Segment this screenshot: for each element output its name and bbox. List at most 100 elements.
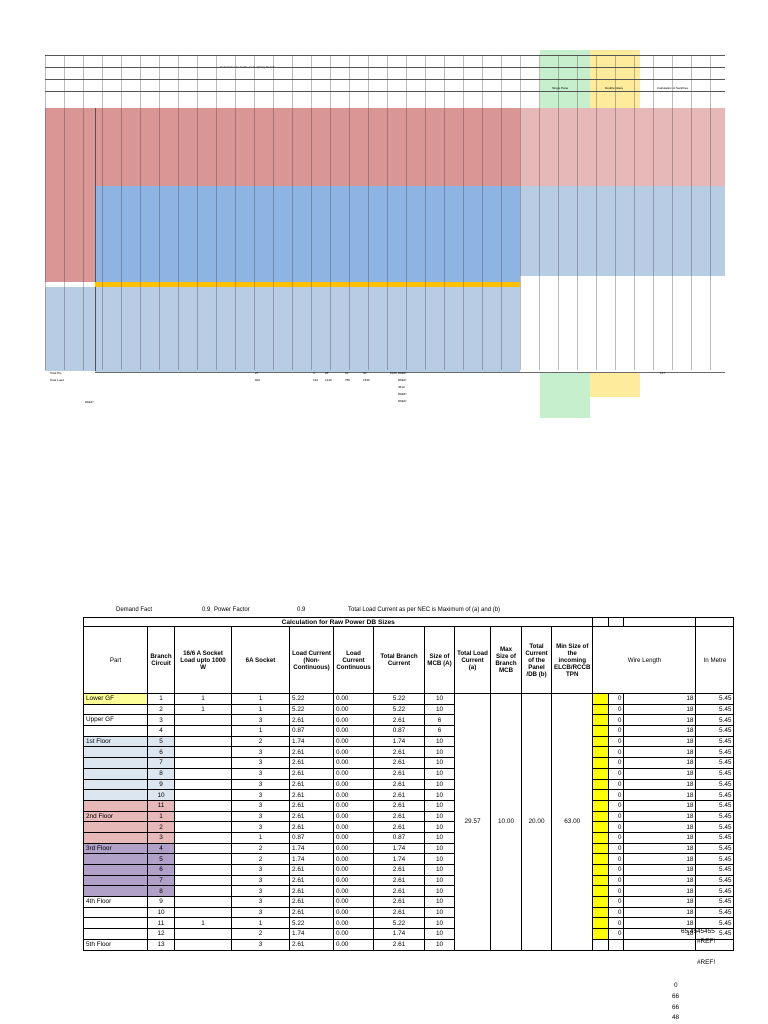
table-row: 7 3 2.61 0.00 2.61 10 0 18 5.45 xyxy=(83,757,735,769)
cell-mcb: 10 xyxy=(424,735,455,748)
cell-tbc: 2.61 xyxy=(373,757,425,769)
cell-wl: 0 xyxy=(608,746,625,759)
cell-part xyxy=(83,757,148,769)
cell-lnc: 5.22 xyxy=(289,693,334,705)
cell-s6: 3 xyxy=(231,874,290,887)
cell-bc: 8 xyxy=(147,767,175,780)
cell-w2: 18 xyxy=(623,714,697,727)
cell-s16 xyxy=(174,853,232,865)
thumb-column-rule xyxy=(463,55,464,370)
wire-marker-cell xyxy=(592,938,610,951)
thumb-footer-value: 192 xyxy=(313,378,319,382)
cell-wl: 0 xyxy=(608,821,625,833)
cell-tbc: 2.61 xyxy=(373,938,425,951)
cell-w2: 18 xyxy=(623,864,697,876)
thumb-footer-label-2: Total Load xyxy=(50,378,64,382)
wire-marker-cell xyxy=(592,917,610,930)
wire-marker-cell xyxy=(592,874,610,887)
thumb-footer-value: 1440 xyxy=(325,378,332,382)
cell-lc: 0.00 xyxy=(333,896,374,908)
thumb-column-rule xyxy=(634,55,635,370)
thumb-footer-value: 4 xyxy=(313,371,315,375)
cell-part xyxy=(83,789,148,801)
cell-lnc: 2.61 xyxy=(289,810,334,823)
table-row: 6 3 2.61 0.00 2.61 10 0 18 5.45 xyxy=(83,746,735,759)
cell-mcb: 10 xyxy=(424,885,455,898)
cell-wl: 0 xyxy=(608,799,625,812)
cell-lc: 0.00 xyxy=(333,821,374,833)
cell-m: 5.45 xyxy=(695,735,735,748)
cell-lc: 0.00 xyxy=(333,735,374,748)
cell-lc: 0.00 xyxy=(333,906,374,919)
wire-marker-cell xyxy=(592,821,610,833)
cell-tbc: 2.61 xyxy=(373,767,425,780)
wire-marker-cell xyxy=(592,714,610,727)
cell-mcb: 10 xyxy=(424,906,455,919)
cell-part: 2nd Floor xyxy=(83,810,148,823)
cell-mcb: 6 xyxy=(424,714,455,727)
thumb-footer-label-1: Total Pts xyxy=(50,371,62,375)
thumb-footer-value: 780 xyxy=(345,378,351,382)
cell-m: 5.45 xyxy=(695,725,735,737)
cell-bc: 7 xyxy=(147,874,175,887)
cell-lnc: 2.61 xyxy=(289,746,334,759)
cell-s6: 3 xyxy=(231,885,290,898)
cell-wl: 0 xyxy=(608,725,625,737)
thumb-column-rule xyxy=(577,55,578,370)
table-row: 4th Floor 9 3 2.61 0.00 2.61 10 0 18 5.45 xyxy=(83,896,735,908)
cell-bc: 3 xyxy=(147,714,175,727)
cell-tbc: 2.61 xyxy=(373,778,425,791)
cell-part xyxy=(83,917,148,930)
cell-s16 xyxy=(174,746,232,759)
cell-part: 3rd Floor xyxy=(83,842,148,855)
thumb-column-rule xyxy=(102,55,103,370)
table-row: Upper GF 3 3 2.61 0.00 2.61 6 0 18 5.45 xyxy=(83,714,735,727)
wire-marker-cell xyxy=(592,810,610,823)
column-header: Part xyxy=(83,626,148,694)
cell-wl: 0 xyxy=(608,767,625,780)
cell-part: 5th Floor xyxy=(83,938,148,951)
cell-mcb: 10 xyxy=(424,821,455,833)
cell-s6: 3 xyxy=(231,757,290,769)
cell-m: 5.45 xyxy=(695,831,735,844)
cell-m: 5.45 xyxy=(695,842,735,855)
cell-tbc: 1.74 xyxy=(373,735,425,748)
thumb-column-rule xyxy=(273,55,274,370)
cell-m: 5.45 xyxy=(695,853,735,865)
cell-w2: 18 xyxy=(623,810,697,823)
cell-s6: 3 xyxy=(231,778,290,791)
cell-tbc: 2.61 xyxy=(373,906,425,919)
cell-m: 5.45 xyxy=(695,896,735,908)
column-header: 16/6 A Socket Load upto 1000 W xyxy=(174,626,232,694)
cell-bc: 5 xyxy=(147,853,175,865)
cell-s6: 3 xyxy=(231,864,290,876)
cell-mcb: 10 xyxy=(424,757,455,769)
cell-bc: 10 xyxy=(147,906,175,919)
thumb-column-rule xyxy=(45,55,46,370)
cell-lnc: 2.61 xyxy=(289,896,334,908)
table-row: 11 3 2.61 0.00 2.61 10 0 18 5.45 xyxy=(83,799,735,812)
cell-s16: 1 xyxy=(174,917,232,930)
cell-lnc: 2.61 xyxy=(289,821,334,833)
cell-w2: 18 xyxy=(623,746,697,759)
cell-part: Upper GF xyxy=(83,714,148,727)
thumb-column-rule xyxy=(558,55,559,370)
cell-bc: 7 xyxy=(147,757,175,769)
thumb-row xyxy=(95,365,535,373)
cell-s6: 3 xyxy=(231,714,290,727)
cell-lc: 0.00 xyxy=(333,810,374,823)
cell-lnc: 5.22 xyxy=(289,703,334,716)
cell-lc: 0.00 xyxy=(333,928,374,940)
cell-mcb: 10 xyxy=(424,693,455,705)
cell-s16 xyxy=(174,767,232,780)
cell-part xyxy=(83,767,148,780)
cell-w2 xyxy=(623,938,697,951)
cell-bc: 3 xyxy=(147,831,175,844)
thumb-column-rule xyxy=(159,55,160,370)
thumb-column-rule xyxy=(311,55,312,370)
cell-s6: 3 xyxy=(231,896,290,908)
cell-s16 xyxy=(174,714,232,727)
cell-w2: 18 xyxy=(623,821,697,833)
cell-wl: 0 xyxy=(608,693,625,705)
cell-s16 xyxy=(174,906,232,919)
